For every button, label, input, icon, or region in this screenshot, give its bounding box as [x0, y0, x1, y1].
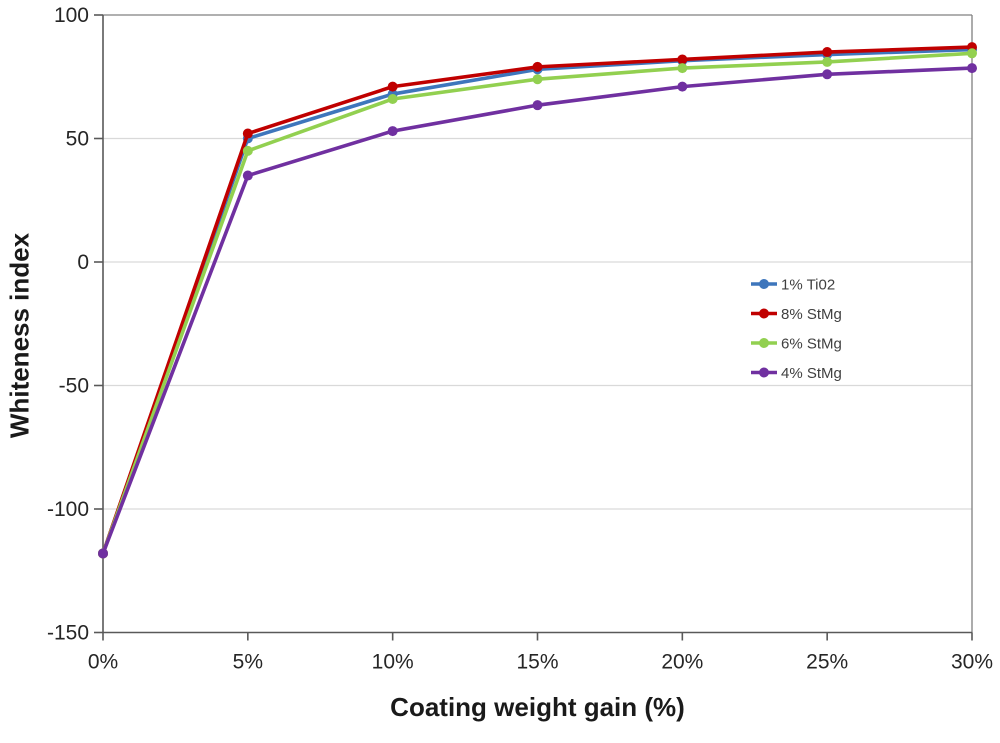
data-point-marker: [822, 47, 833, 58]
series-8-stmg: [98, 42, 977, 559]
data-point-marker: [677, 81, 688, 92]
legend-marker-dot: [759, 367, 769, 378]
legend-marker-dot: [759, 279, 769, 289]
plot-border: [103, 14, 973, 633]
y-tick-label: -150: [47, 622, 89, 645]
legend-item: 4% StMg: [751, 365, 842, 382]
x-tick-label: 30%: [951, 651, 993, 674]
y-tick-label: 100: [54, 4, 89, 27]
x-tick-label: 20%: [661, 651, 703, 674]
data-point-marker: [677, 63, 688, 74]
data-point-marker: [242, 145, 253, 156]
data-point-marker: [822, 69, 833, 80]
legend-marker-dot: [759, 308, 769, 319]
x-axis-title: Coating weight gain (%): [390, 692, 685, 722]
data-point-marker: [967, 63, 977, 74]
series-line: [101, 47, 974, 556]
x-tick-label: 5%: [233, 651, 263, 674]
legend-label: 6% StMg: [781, 336, 842, 353]
data-point-marker: [677, 54, 688, 65]
legend-label: 4% StMg: [781, 365, 842, 382]
data-point-marker: [967, 48, 977, 59]
data-point-marker: [387, 126, 398, 137]
data-point-marker: [532, 74, 543, 85]
legend-item: 1% Ti02: [751, 277, 835, 294]
y-tick-label: -100: [47, 498, 89, 521]
data-point-marker: [242, 128, 253, 139]
y-tick-label: -50: [59, 375, 89, 398]
legend: 1% Ti02 8% StMg 6% StMg 4% StMg: [751, 277, 842, 382]
data-point-marker: [387, 93, 398, 104]
series-line: [101, 51, 974, 556]
data-point-marker: [98, 548, 108, 559]
y-tick-label: 0: [77, 251, 89, 274]
series-1-ti02: [98, 44, 977, 559]
data-point-marker: [242, 170, 253, 181]
legend-label: 8% StMg: [781, 306, 842, 323]
y-axis-ticks: 100 50 0 -50 -100 -150: [47, 4, 103, 645]
gridlines: [103, 137, 972, 510]
series-line: [101, 45, 974, 556]
series-4-stmg: [98, 63, 977, 559]
x-tick-label: 10%: [372, 651, 414, 674]
x-axis-ticks: 0% 5% 10% 15% 20% 25% 30%: [88, 632, 993, 674]
legend-label: 1% Ti02: [781, 277, 835, 294]
y-axis-title: Whiteness index: [4, 232, 35, 439]
legend-item: 6% StMg: [751, 336, 842, 353]
series-6-stmg: [98, 48, 977, 559]
x-tick-label: 0%: [88, 651, 118, 674]
data-point-marker: [532, 100, 543, 111]
data-point-marker: [387, 81, 398, 92]
legend-item: 8% StMg: [751, 306, 842, 323]
data-point-marker: [822, 56, 833, 67]
y-tick-label: 50: [66, 128, 89, 151]
x-tick-label: 25%: [806, 651, 848, 674]
legend-marker-dot: [759, 338, 769, 348]
data-point-marker: [532, 61, 543, 72]
x-tick-label: 15%: [516, 651, 558, 674]
